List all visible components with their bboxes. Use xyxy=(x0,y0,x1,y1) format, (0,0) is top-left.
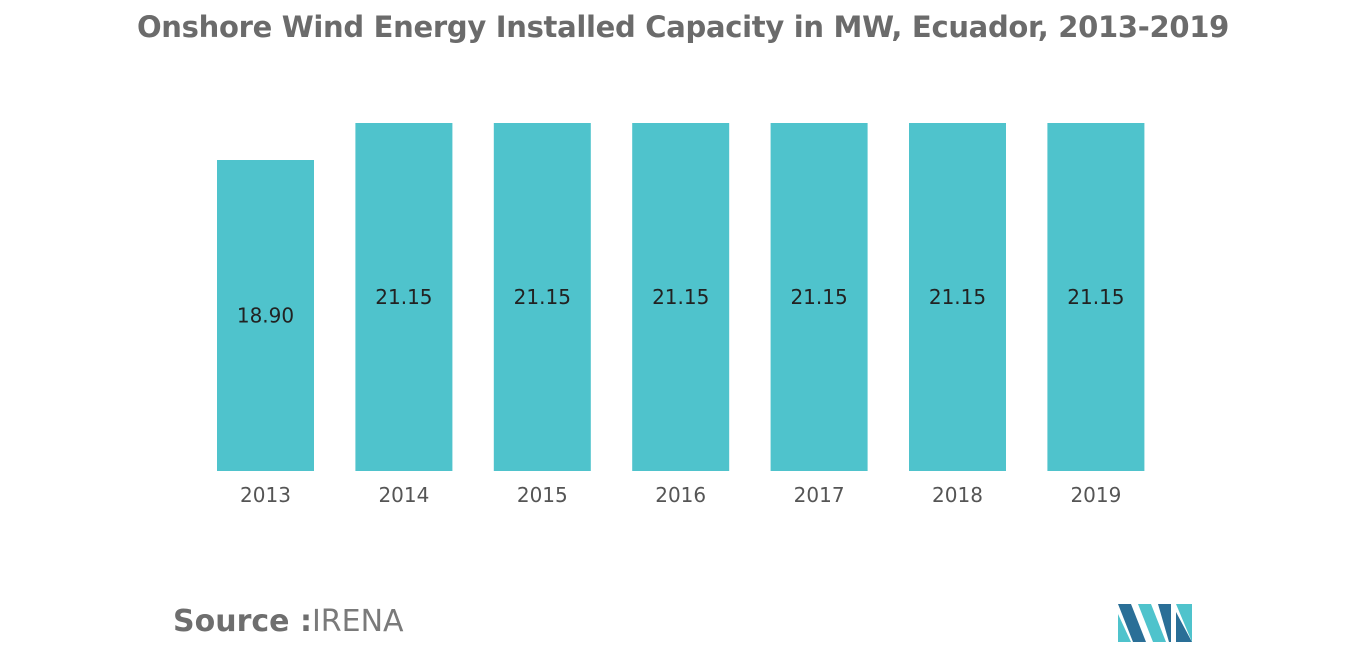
x-tick-label: 2019 xyxy=(1070,483,1121,507)
mordor-intelligence-logo-icon xyxy=(1118,604,1192,642)
bar-value-label: 21.15 xyxy=(1067,285,1124,309)
bar-value-label: 21.15 xyxy=(790,285,847,309)
bar-value-label: 21.15 xyxy=(929,285,986,309)
bar-value-label: 21.15 xyxy=(652,285,709,309)
bar-value-label: 18.90 xyxy=(237,304,294,328)
bar-2018 xyxy=(909,123,1006,471)
bar-2015 xyxy=(493,123,591,471)
x-tick-label: 2014 xyxy=(378,483,429,507)
bar-value-label: 21.15 xyxy=(375,285,432,309)
source-lead: Source : xyxy=(173,604,312,639)
x-tick-label: 2013 xyxy=(240,483,291,507)
bars-group xyxy=(217,123,1145,471)
bar-2019 xyxy=(1047,123,1145,471)
x-tick-labels-group: 2013 2014 2015 2016 2017 2018 2019 xyxy=(240,483,1121,507)
value-labels-group: 18.90 21.15 21.15 21.15 21.15 21.15 21.15 xyxy=(237,285,1125,328)
bar-2013 xyxy=(217,160,314,471)
x-tick-label: 2017 xyxy=(794,483,845,507)
x-tick-label: 2016 xyxy=(655,483,706,507)
bar-2017 xyxy=(770,123,868,471)
x-tick-label: 2015 xyxy=(517,483,568,507)
bar-value-label: 21.15 xyxy=(514,285,571,309)
source-note: Source :IRENA xyxy=(173,604,404,639)
bar-2016 xyxy=(632,123,730,471)
x-tick-label: 2018 xyxy=(932,483,983,507)
source-value: IRENA xyxy=(311,604,404,639)
chart-title: Onshore Wind Energy Installed Capacity i… xyxy=(136,10,1230,44)
bar-2014 xyxy=(355,123,453,471)
